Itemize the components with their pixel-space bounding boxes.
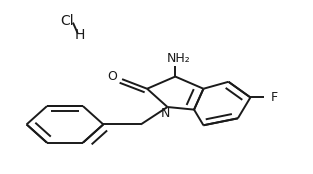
Text: H: H bbox=[74, 28, 85, 42]
Text: O: O bbox=[108, 70, 118, 83]
Text: Cl: Cl bbox=[60, 14, 74, 28]
Text: N: N bbox=[161, 107, 171, 120]
Text: NH₂: NH₂ bbox=[167, 52, 190, 65]
Text: F: F bbox=[270, 91, 277, 104]
